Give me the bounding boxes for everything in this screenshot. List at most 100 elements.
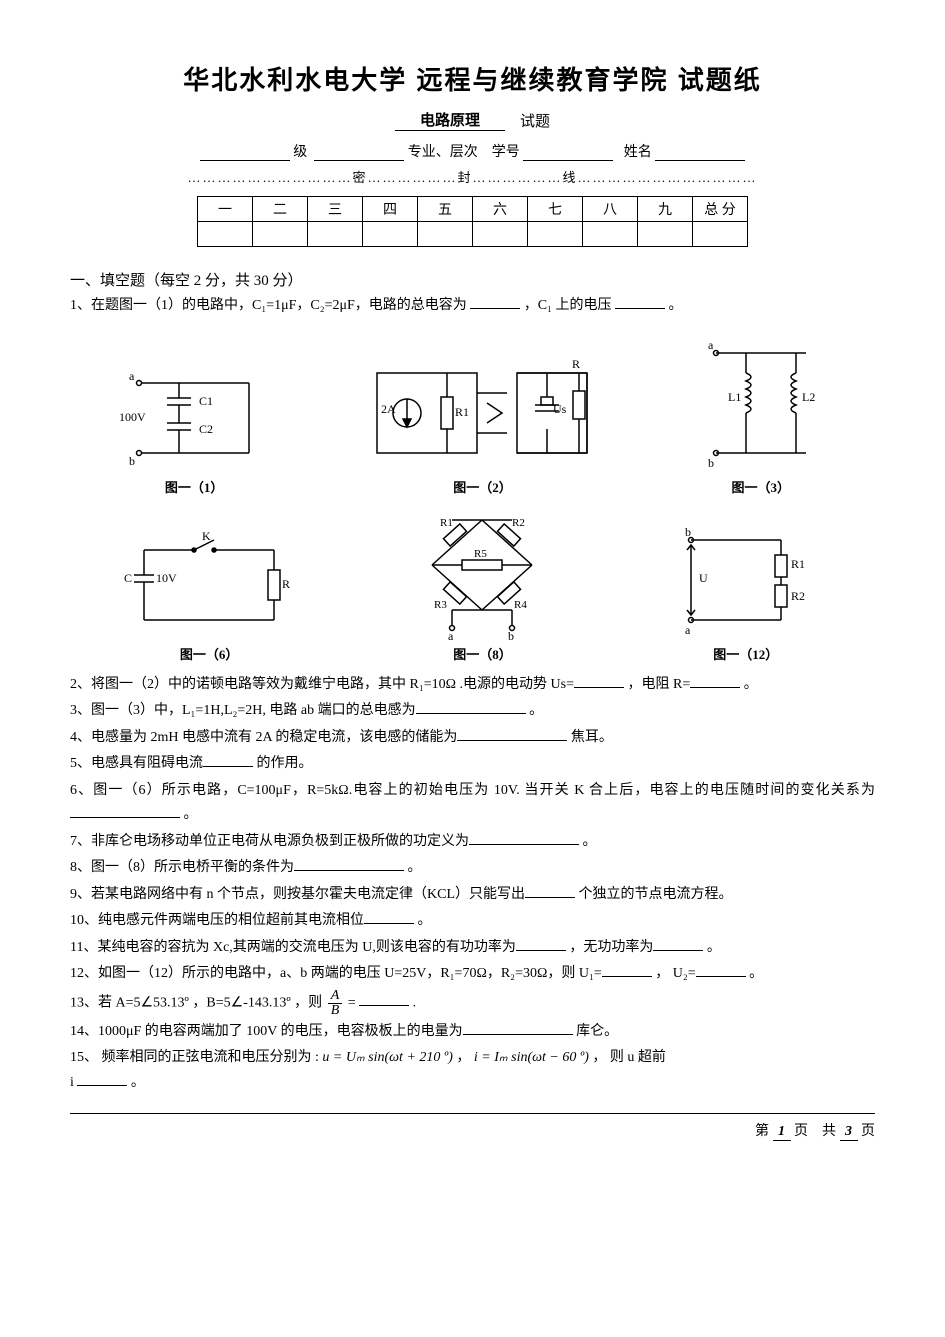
q15-td: i: [70, 1075, 77, 1090]
q10-b1: [364, 909, 414, 924]
score-v4: [363, 222, 418, 247]
figure-2: 2A R1 Us R 图一（2）: [367, 353, 597, 496]
question-4: 4、电感量为 2mH 电感中流有 2A 的稳定电流，该电感的储能为 焦耳。: [70, 726, 875, 751]
q10-text: 10、纯电感元件两端电压的相位超前其电流相位: [70, 913, 364, 928]
q2-textb: ，电阻 R=: [627, 677, 690, 692]
q5-textb: 的作用。: [257, 756, 313, 771]
q12-text: 12、如图一（12）所示的电路中，a、b 两端的电压 U=25V，R₁=70Ω，…: [70, 966, 602, 981]
score-h5: 五: [418, 197, 473, 222]
score-h8: 八: [583, 197, 638, 222]
q4-b1: [457, 726, 567, 741]
f12-b: b: [685, 525, 691, 539]
q2-b2: [690, 673, 740, 688]
student-info-row: 级 专业、层次 学号 姓名: [70, 141, 875, 161]
score-h6: 六: [473, 197, 528, 222]
figure-1-caption: 图一（1）: [119, 477, 269, 496]
score-h7: 七: [528, 197, 583, 222]
figure-6: K C 10V R 图一（6）: [124, 530, 294, 663]
f2-R: R: [572, 357, 580, 371]
circuit-8-svg: R1 R2 R3 R4 R5 a b: [402, 510, 562, 640]
score-h4: 四: [363, 197, 418, 222]
q11-b1: [516, 936, 566, 951]
level-blank: [200, 160, 290, 161]
name-label: 姓名: [624, 145, 652, 160]
figure-6-caption: 图一（6）: [124, 644, 294, 663]
figure-8: R1 R2 R3 R4 R5 a b 图一（8）: [402, 510, 562, 663]
score-v9: [638, 222, 693, 247]
f2-Is: 2A: [381, 402, 396, 416]
frac-den: B: [328, 1004, 343, 1018]
f8-R1: R1: [440, 517, 453, 529]
f1-a: a: [129, 369, 135, 383]
f8-R4: R4: [514, 599, 527, 611]
f6-R: R: [282, 577, 290, 591]
f3-a: a: [708, 338, 714, 352]
score-h2: 二: [253, 197, 308, 222]
q11-text: 11、某纯电容的容抗为 Xc,其两端的交流电压为 U,则该电容的有功功率为: [70, 940, 516, 955]
score-v6: [473, 222, 528, 247]
f12-R1: R1: [791, 557, 805, 571]
f12-U: U: [699, 571, 708, 585]
f8-R3: R3: [434, 599, 447, 611]
name-blank: [655, 160, 745, 161]
foot-right: 页: [861, 1124, 875, 1139]
major-label: 专业、层次: [408, 145, 478, 160]
f1-V: 100V: [119, 410, 146, 424]
exam-page: 华北水利水电大学 远程与继续教育学院 试题纸 电路原理 试题 级 专业、层次 学…: [0, 0, 945, 1181]
q1-text: 1、在题图一（1）的电路中，C₁=1μF，C₂=2μF，电路的总电容为: [70, 298, 467, 313]
f6-V: 10V: [156, 571, 177, 585]
f2-Us: Us: [553, 402, 567, 416]
q8-text: 8、图一（8）所示电桥平衡的条件为: [70, 860, 294, 875]
score-v2: [253, 222, 308, 247]
q15-tb: ，: [456, 1050, 470, 1065]
question-14: 14、1000μF 的电容两端加了 100V 的电压，电容极板上的电量为 库仑。: [70, 1020, 875, 1045]
frac-num: A: [328, 989, 343, 1004]
circuit-12-svg: b a U R1 R2: [671, 520, 821, 640]
figure-12-caption: 图一（12）: [671, 644, 821, 663]
q11-b2: [653, 936, 703, 951]
foot-gap: 共: [822, 1124, 836, 1139]
q11-tb: ，无功功率为: [569, 940, 653, 955]
question-2: 2、将图一（2）中的诺顿电路等效为戴维宁电路，其中 R₁=10Ω .电源的电动势…: [70, 673, 875, 698]
foot-mid: 页: [794, 1124, 808, 1139]
q5-text: 5、电感具有阻碍电流: [70, 756, 203, 771]
question-15: 15、 频率相同的正弦电流和电压分别为 : u = Uₘ sin(ωt + 21…: [70, 1046, 875, 1095]
page-footer: 第 1 页 共 3 页: [70, 1113, 875, 1141]
q15-b1: [77, 1071, 127, 1086]
q7-b1: [469, 830, 579, 845]
q13-ta: 13、若 A=5∠53.13º ，B=5∠-143.13º ，则: [70, 995, 322, 1010]
f8-R2: R2: [512, 517, 525, 529]
question-13: 13、若 A=5∠53.13º ，B=5∠-143.13º ，则 A B = .: [70, 989, 875, 1018]
q8-textb: 。: [408, 860, 422, 875]
q12-b1: [602, 962, 652, 977]
formula-i: i = Iₘ sin(ωt − 60 º): [474, 1050, 589, 1065]
q14-tb: 库仑。: [576, 1024, 618, 1039]
f2-R1: R1: [455, 405, 469, 419]
score-h1: 一: [198, 197, 253, 222]
f8-b: b: [508, 629, 514, 640]
q3-text: 3、图一（3）中，L₁=1H,L₂=2H, 电路 ab 端口的总电感为: [70, 703, 416, 718]
q6-textb: 。: [184, 807, 198, 822]
seal-line: ……………………………密………………封………………线………………………………: [70, 167, 875, 186]
q7-textb: 。: [583, 834, 597, 849]
q2-text: 2、将图一（2）中的诺顿电路等效为戴维宁电路，其中 R₁=10Ω .电源的电动势…: [70, 677, 574, 692]
q15-ta: 15、 频率相同的正弦电流和电压分别为 :: [70, 1050, 319, 1065]
figures-row-1: a b 100V C1 C2 图一（1）: [70, 333, 875, 496]
q2-b1: [574, 673, 624, 688]
q1-blank1: [470, 294, 520, 309]
section-1-title: 一、填空题（每空 2 分，共 30 分）: [70, 269, 875, 290]
q15-te: 。: [131, 1075, 145, 1090]
q9-text: 9、若某电路网络中有 n 个节点，则按基尔霍夫电流定律（KCL）只能写出: [70, 887, 525, 902]
subject-suffix: 试题: [520, 114, 550, 130]
foot-left: 第: [755, 1124, 769, 1139]
foot-page-total: 3: [840, 1124, 858, 1141]
question-11: 11、某纯电容的容抗为 Xc,其两端的交流电压为 U,则该电容的有功功率为 ，无…: [70, 936, 875, 961]
q15-tc: ， 则 u 超前: [592, 1050, 666, 1065]
page-title: 华北水利水电大学 远程与继续教育学院 试题纸: [70, 60, 875, 97]
circuit-2-svg: 2A R1 Us R: [367, 353, 597, 473]
q13-tc: .: [413, 995, 417, 1010]
figure-3: a b L1 L2 图一（3）: [696, 333, 826, 496]
score-table: 一 二 三 四 五 六 七 八 九 总 分: [197, 196, 748, 247]
q10-textb: 。: [418, 913, 432, 928]
score-v7: [528, 222, 583, 247]
